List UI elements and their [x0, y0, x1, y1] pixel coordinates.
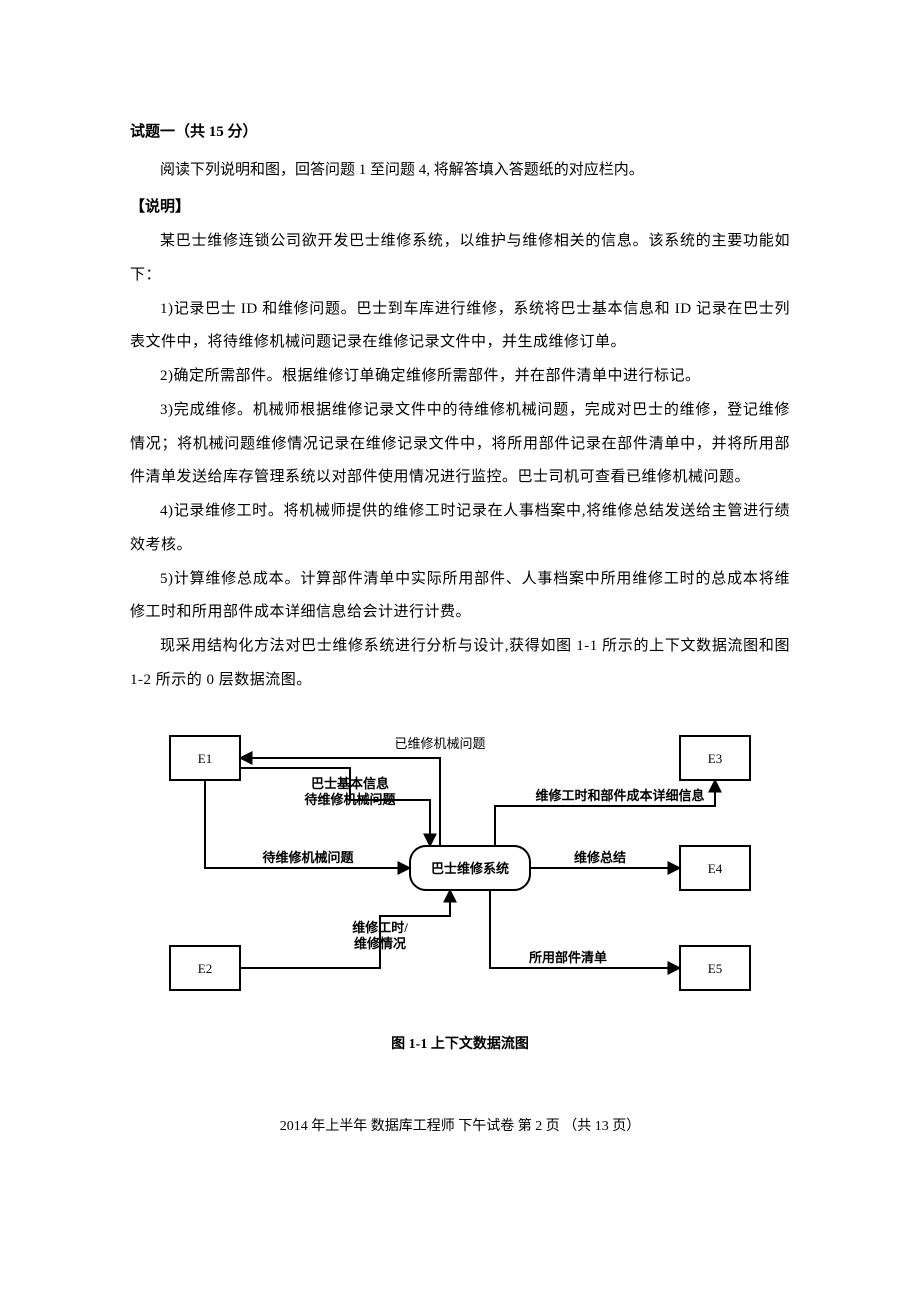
paragraph-intro: 某巴士维修连锁公司欲开发巴士维修系统，以维护与维修相关的信息。该系统的主要功能如…	[130, 225, 790, 293]
entity-e2-label: E2	[198, 961, 212, 976]
edge-e2-sys	[240, 890, 450, 968]
paragraph-4: 4)记录维修工时。将机械师提供的维修工时记录在人事档案中,将维修总结发送给主管进…	[130, 495, 790, 563]
edge-e1-sys-a-label1: 巴士基本信息	[311, 776, 389, 791]
entity-e3-label: E3	[708, 751, 722, 766]
entity-e5-label: E5	[708, 961, 722, 976]
figure-caption: 图 1-1 上下文数据流图	[130, 1034, 790, 1056]
edge-sys-e1-label: 已维修机械问题	[394, 736, 485, 751]
system-label: 巴士维修系统	[431, 861, 509, 876]
question-title: 试题一（共 15 分）	[130, 120, 790, 144]
edge-e2-sys-label1: 维修工时/	[352, 920, 408, 935]
entity-e1-label: E1	[198, 751, 212, 766]
edge-e2-sys-label2: 维修情况	[354, 936, 406, 951]
edge-e1-sys-a-label2: 待维修机械问题	[303, 792, 396, 807]
paragraph-6: 现采用结构化方法对巴士维修系统进行分析与设计,获得如图 1-1 所示的上下文数据…	[130, 630, 790, 698]
edge-sys-e5-label: 所用部件清单	[529, 950, 607, 965]
edge-sys-e3-label: 维修工时和部件成本详细信息	[535, 788, 704, 803]
edge-sys-e4-label: 维修总结	[574, 850, 626, 865]
paragraph-3: 3)完成维修。机械师根据维修记录文件中的待维修机械问题，完成对巴士的维修，登记维…	[130, 394, 790, 495]
page-footer: 2014 年上半年 数据库工程师 下午试卷 第 2 页 （共 13 页）	[130, 1116, 790, 1138]
section-label: 【说明】	[130, 195, 790, 219]
edge-e1-sys-b-label: 待维修机械问题	[261, 850, 354, 865]
context-dfd-diagram: E1 E2 E3 E4 E5 巴士维修系统 已维修机械问题 巴士基本信息 待维修…	[130, 716, 790, 1016]
question-instructions: 阅读下列说明和图，回答问题 1 至问题 4, 将解答填入答题纸的对应栏内。	[130, 154, 790, 187]
paragraph-1: 1)记录巴士 ID 和维修问题。巴士到车库进行维修，系统将巴士基本信息和 ID …	[130, 293, 790, 361]
paragraph-5: 5)计算维修总成本。计算部件清单中实际所用部件、人事档案中所用维修工时的总成本将…	[130, 563, 790, 631]
paragraph-2: 2)确定所需部件。根据维修订单确定维修所需部件，并在部件清单中进行标记。	[130, 360, 790, 394]
entity-e4-label: E4	[708, 861, 723, 876]
